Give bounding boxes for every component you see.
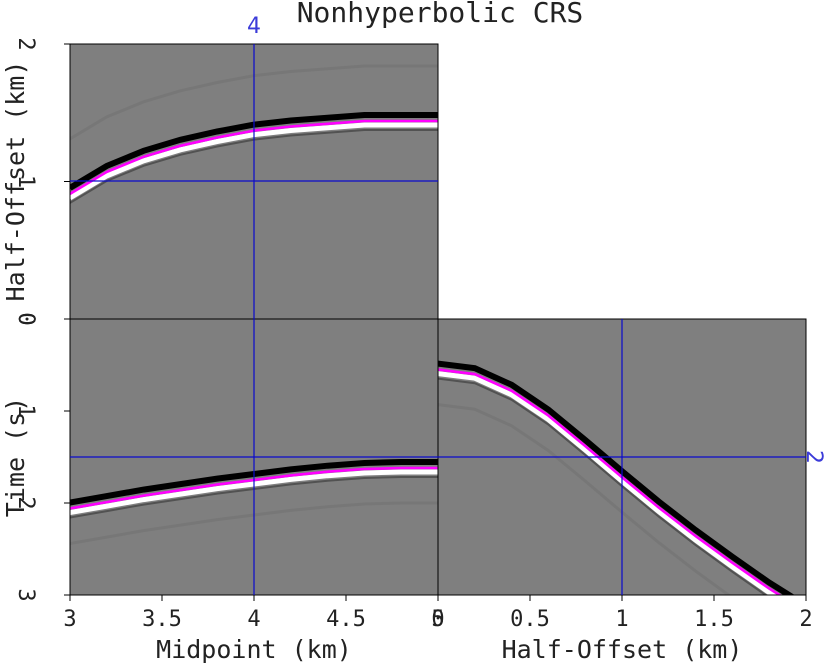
x-tick-label: 3 xyxy=(63,607,76,632)
x-tick-label: 0.5 xyxy=(510,607,550,632)
x-tick-label: 2 xyxy=(799,607,812,632)
x-axis-title-midpoint: Midpoint (km) xyxy=(156,635,352,664)
x-tick-label: 5 xyxy=(431,607,444,632)
x-tick-label: 0 xyxy=(431,607,444,632)
y-tick-label: 1 xyxy=(13,404,38,417)
x-tick-label: 1.5 xyxy=(694,607,734,632)
x-tick-label: 3.5 xyxy=(142,607,182,632)
chart-title: Nonhyperbolic CRS xyxy=(297,0,584,29)
y-axis-title-halfoffset: Half-Offset (km) xyxy=(1,61,30,302)
x-axis-title-halfoffset: Half-Offset (km) xyxy=(502,635,743,664)
x-tick-label: 4 xyxy=(247,607,260,632)
y-tick-label: 1 xyxy=(13,175,38,188)
midpoint-pick-label: 4 xyxy=(247,14,261,39)
half-offset-pick-label: 2 xyxy=(801,450,826,464)
y-tick-label: 2 xyxy=(13,37,38,50)
x-tick-label: 4.5 xyxy=(326,607,366,632)
x-tick-label: 1 xyxy=(615,607,628,632)
y-tick-label: 0 xyxy=(13,312,38,325)
y-tick-label: 3 xyxy=(13,588,38,601)
y-tick-label: 0 xyxy=(13,312,38,325)
y-axis-title-time: Time (s) xyxy=(1,397,30,517)
y-tick-label: 2 xyxy=(13,496,38,509)
